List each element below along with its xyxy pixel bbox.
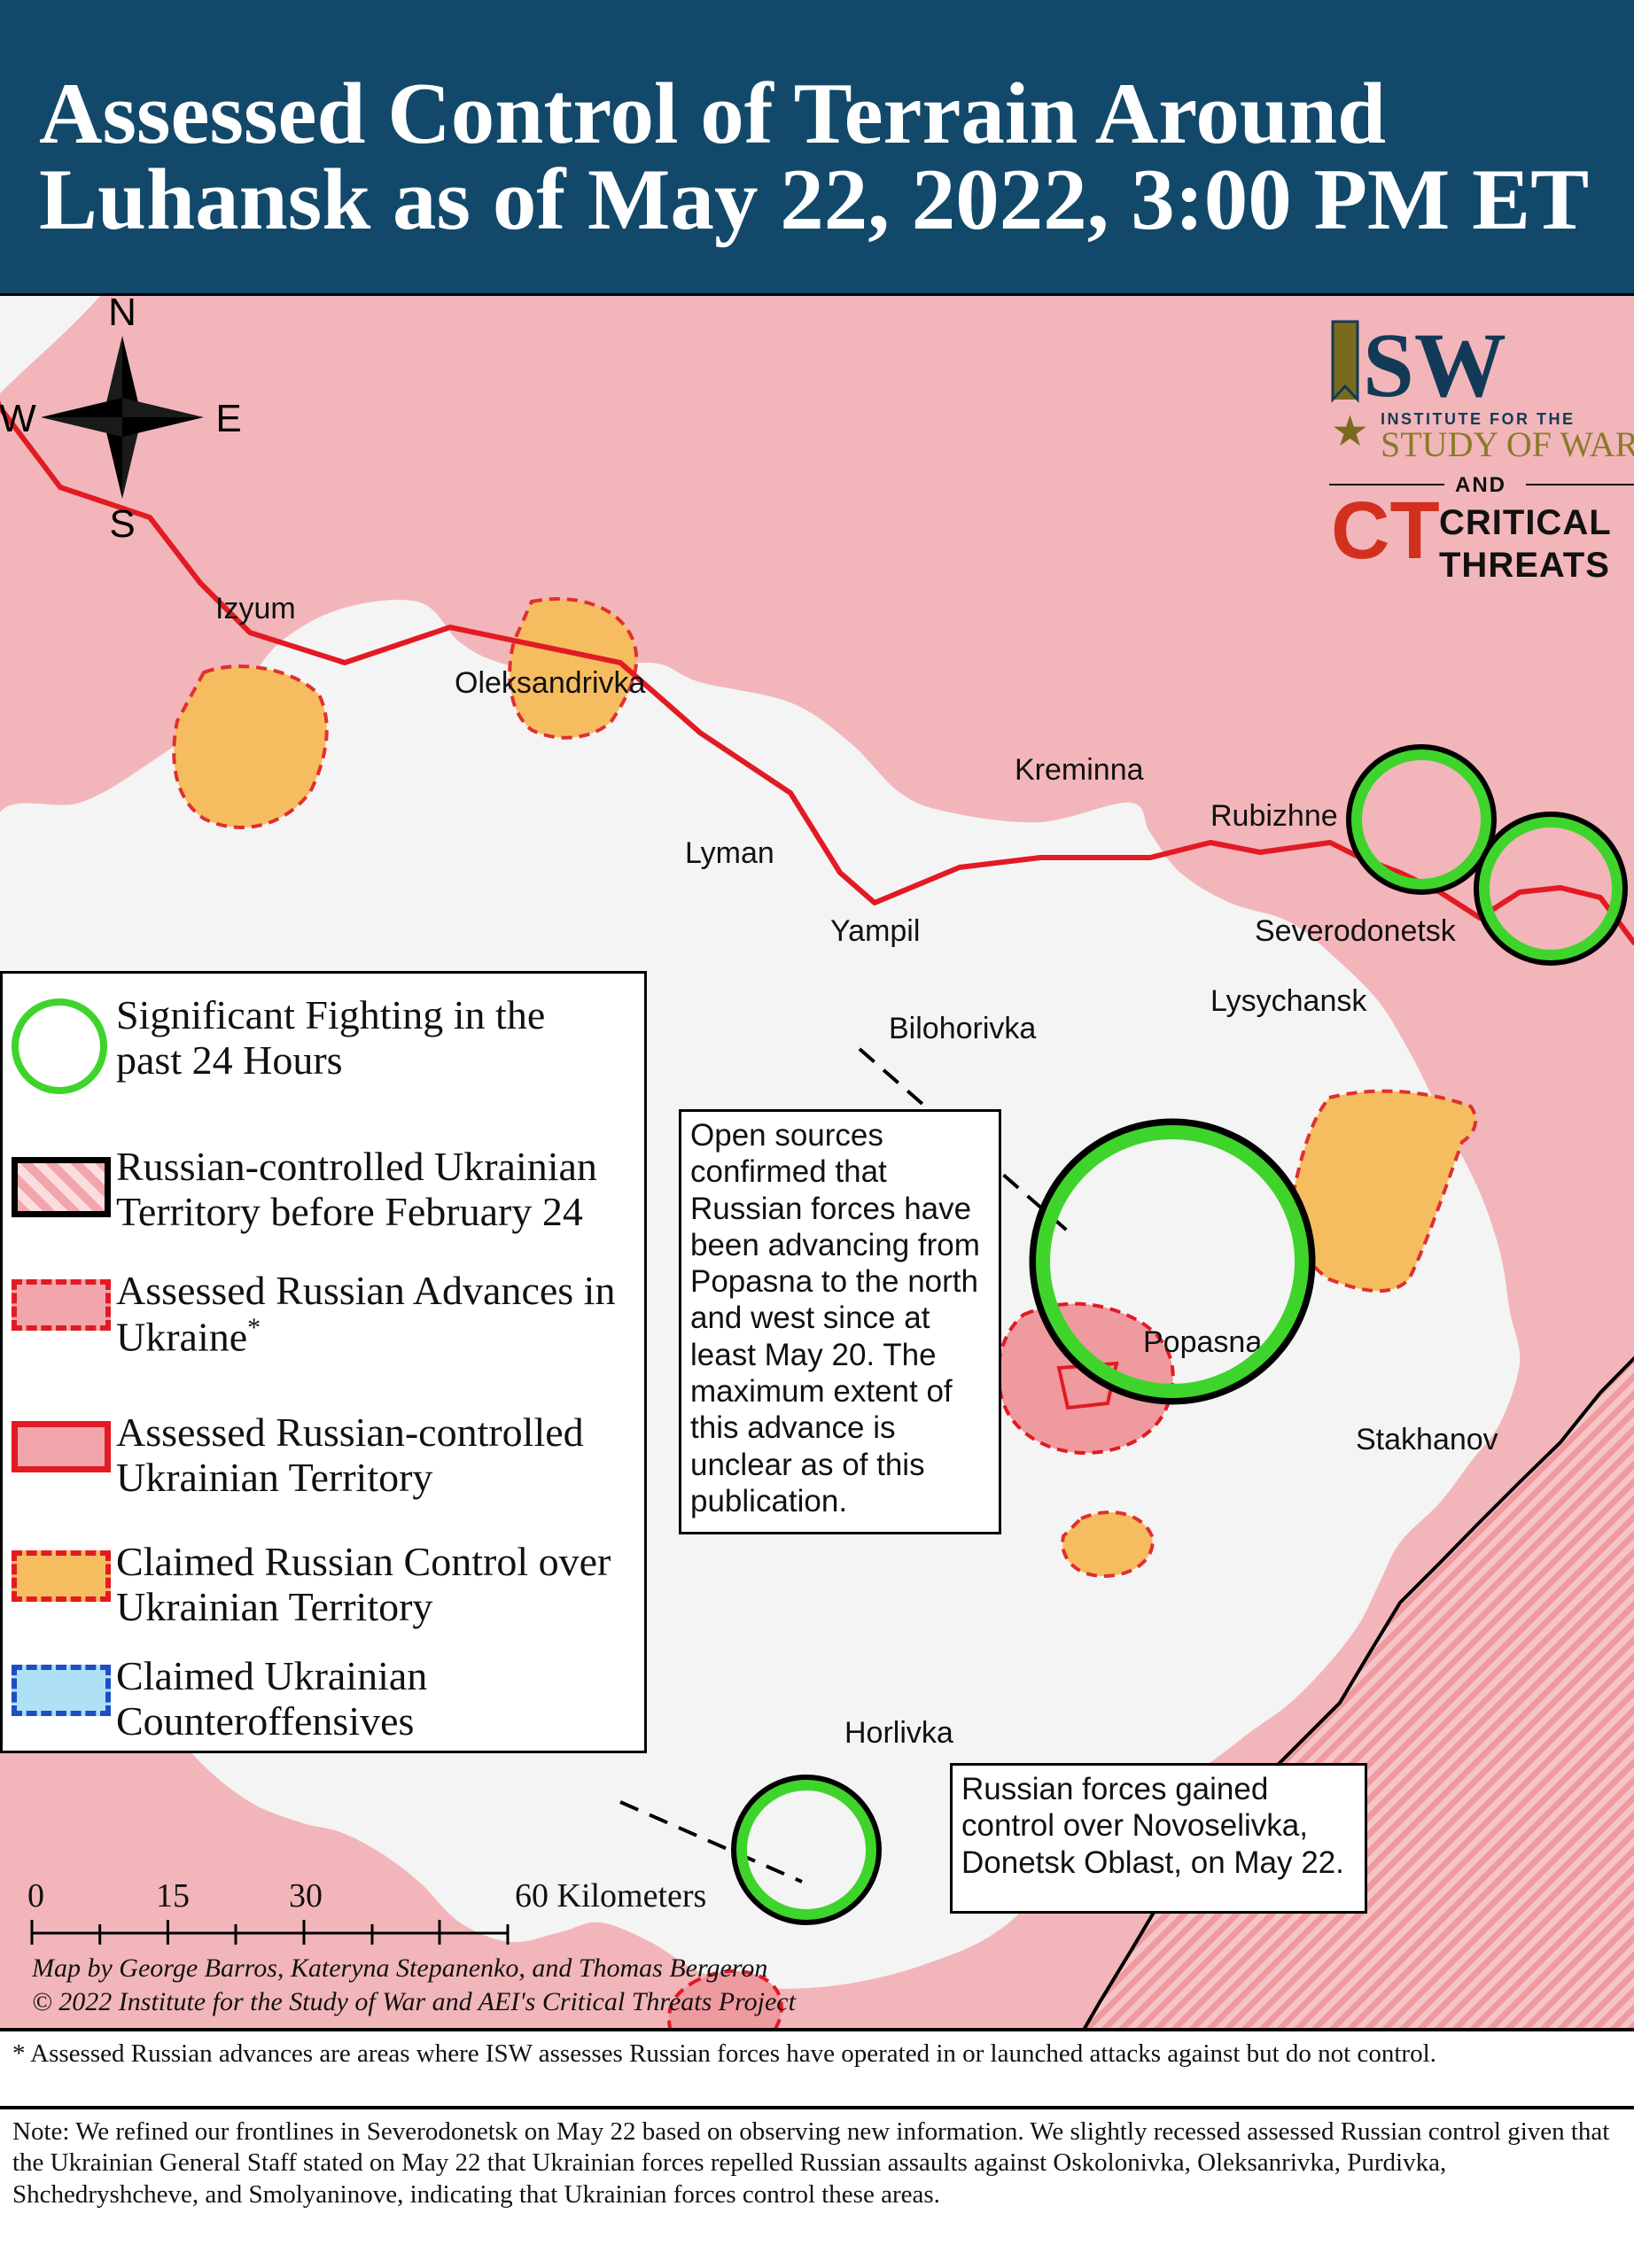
svg-text:Popasna: Popasna (1143, 1325, 1262, 1359)
svg-text:15: 15 (156, 1877, 190, 1915)
svg-text:N: N (108, 296, 136, 334)
svg-text:Lysychansk: Lysychansk (1210, 984, 1367, 1018)
svg-text:Rubizhne: Rubizhne (1210, 799, 1338, 833)
svg-text:THREATS: THREATS (1439, 546, 1610, 585)
svg-text:Severodonetsk: Severodonetsk (1255, 914, 1457, 948)
svg-text:Izyum: Izyum (215, 592, 296, 625)
svg-text:CRITICAL: CRITICAL (1439, 503, 1612, 542)
svg-text:S: S (109, 502, 135, 546)
svg-text:AND: AND (1455, 473, 1506, 497)
svg-text:30: 30 (289, 1877, 323, 1915)
svg-text:W: W (0, 397, 36, 440)
svg-text:E: E (215, 397, 241, 440)
svg-text:Lyman: Lyman (685, 836, 774, 870)
svg-text:Horlivka: Horlivka (844, 1716, 953, 1750)
svg-text:Kreminna: Kreminna (1015, 753, 1144, 787)
svg-text:0: 0 (27, 1877, 44, 1915)
svg-text:Oleksandrivka: Oleksandrivka (455, 666, 646, 700)
svg-text:★: ★ (1331, 408, 1369, 455)
svg-text:SW: SW (1363, 315, 1506, 416)
svg-text:Bilohorivka: Bilohorivka (889, 1012, 1036, 1045)
svg-text:STUDY OF WAR: STUDY OF WAR (1381, 424, 1634, 464)
svg-text:Stakhanov: Stakhanov (1356, 1423, 1498, 1456)
svg-text:Yampil: Yampil (830, 914, 920, 948)
svg-text:60 Kilometers: 60 Kilometers (515, 1877, 706, 1915)
svg-text:CT: CT (1331, 485, 1440, 576)
